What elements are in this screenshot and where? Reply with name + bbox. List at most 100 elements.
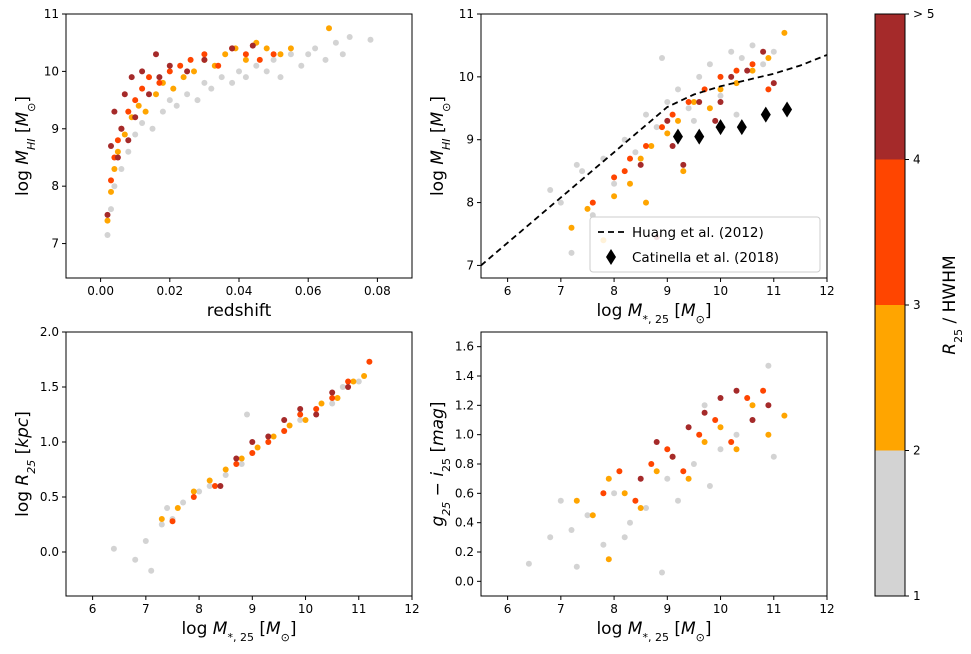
mhi-z-point-s1-20 [277, 51, 284, 58]
mhi-z-point-s0-15 [218, 74, 225, 81]
mhi-mstar-point-s3-2 [664, 117, 671, 124]
mhi-mstar-point-s3-6 [728, 73, 735, 80]
mhi-z-xtick-label-1: 0.02 [156, 284, 183, 298]
mhi-mstar-point-s2-12 [621, 168, 628, 175]
color-mstar-point-s0-18 [765, 362, 772, 369]
mhi-mstar-point-s2-10 [749, 61, 756, 68]
color-mstar-ytick-label-8: 1.6 [455, 340, 474, 354]
color-mstar-point-s2-3 [648, 461, 655, 467]
color-mstar-point-s0-1 [547, 534, 554, 541]
color-mstar-point-s3-0 [637, 475, 644, 482]
mhi-z-point-s1-19 [263, 45, 270, 52]
mhi-z-point-s3-16 [229, 45, 236, 52]
r25-mstar-point-s0-0 [110, 545, 117, 552]
r25-mstar-ytick-label-2: 1.0 [40, 435, 59, 449]
r25-mstar-point-s1-13 [361, 373, 368, 379]
mhi-mstar-catinella-marker-0 [672, 128, 683, 145]
color-mstar-xtick-label-1: 7 [557, 602, 565, 616]
mhi-mstar-point-s0-9 [643, 111, 649, 118]
r25-mstar-xtick-label-2: 8 [195, 602, 203, 616]
mhi-mstar-point-s0-6 [611, 180, 618, 187]
mhi-z-point-s3-11 [153, 51, 159, 58]
mhi-z-point-s3-14 [184, 68, 191, 75]
mhi-z-point-s1-3 [114, 148, 121, 155]
mhi-mstar-point-s0-23 [659, 55, 665, 61]
mhi-z-point-s0-1 [108, 206, 114, 213]
mhi-mstar-xtick-label-4: 10 [713, 284, 728, 298]
color-mstar-point-s3-6 [733, 387, 740, 394]
color-mstar-xtick-label-5: 11 [766, 602, 781, 616]
panel-r25-vs-mstar: 6 7 8 9 10 11 12 0.0 0.5 1.0 1.5 2.0 log M*, 25 [M⊙]… [13, 325, 420, 644]
mhi-z-xlabel: redshift [207, 301, 272, 321]
mhi-z-point-s3-4 [118, 125, 125, 132]
mhi-mstar-point-s0-24 [690, 117, 697, 124]
mhi-z-point-s0-6 [139, 120, 146, 126]
color-mstar-ytick-label-5: 1.0 [455, 428, 474, 442]
mhi-z-point-s2-10 [177, 62, 184, 69]
mhi-mstar-point-s1-7 [664, 130, 671, 137]
mhi-z-point-s2-6 [139, 85, 146, 92]
color-mstar-point-s0-10 [659, 569, 665, 576]
mhi-mstar-point-s1-10 [706, 105, 713, 112]
color-mstar-point-s3-3 [685, 424, 692, 431]
legend-catinella-label: Catinella et al. (2018) [632, 250, 779, 266]
mhi-z-point-s3-2 [111, 108, 118, 115]
r25-mstar-point-s1-11 [334, 395, 341, 401]
r25-mstar-point-s0-16 [329, 400, 336, 407]
mhi-z-point-s0-7 [149, 125, 156, 132]
mhi-mstar-point-s1-6 [648, 143, 655, 149]
color-mstar-point-s1-2 [605, 475, 612, 482]
mhi-z-point-s2-17 [270, 51, 277, 58]
mhi-z-point-s1-7 [142, 108, 149, 115]
mhi-z-point-s2-4 [125, 108, 132, 115]
color-mstar-point-s0-21 [701, 402, 708, 409]
color-mstar-xtick-label-0: 6 [504, 602, 512, 616]
mhi-z-point-s0-14 [208, 85, 215, 92]
r25-mstar-point-s1-8 [286, 422, 293, 429]
r25-mstar-point-s2-10 [345, 378, 352, 385]
mhi-mstar-point-s0-10 [653, 124, 660, 131]
mhi-z-point-s2-0 [108, 177, 114, 184]
mhi-mstar-point-s0-16 [717, 92, 724, 99]
mhi-z-point-s0-30 [346, 34, 353, 40]
mhi-mstar-point-s2-0 [589, 199, 596, 206]
mhi-mstar-point-s1-14 [765, 55, 772, 61]
colorbar-bin-3 [875, 14, 905, 160]
mhi-z-point-s3-3 [114, 154, 121, 161]
r25-mstar-xlabel: log M*, 25 [M⊙] [181, 619, 296, 644]
color-mstar-ytick-label-4: 0.8 [455, 457, 474, 471]
mhi-z-point-s0-16 [229, 79, 236, 86]
mhi-mstar-point-s2-8 [717, 73, 724, 80]
color-mstar-point-s0-9 [643, 505, 649, 511]
r25-mstar-point-s1-2 [190, 488, 197, 495]
r25-mstar-point-s2-1 [190, 494, 197, 500]
mhi-mstar-point-s1-15 [781, 29, 788, 36]
color-mstar-point-s2-10 [760, 387, 767, 394]
color-mstar-point-s1-3 [621, 490, 628, 497]
mhi-z-point-s2-11 [187, 56, 194, 63]
color-mstar-point-s2-0 [600, 490, 607, 497]
color-mstar-xtick-label-6: 12 [819, 602, 834, 616]
color-mstar-point-s0-5 [584, 512, 591, 519]
r25-mstar-point-s2-6 [281, 428, 288, 434]
mhi-mstar-xlabel: log M*, 25 [M⊙] [596, 301, 711, 326]
mhi-mstar-point-s0-19 [749, 42, 756, 49]
color-mstar-point-s0-0 [525, 560, 532, 567]
mhi-mstar-point-s1-5 [637, 155, 644, 162]
mhi-z-point-s1-8 [153, 91, 159, 98]
r25-mstar-point-s1-9 [302, 417, 309, 423]
mhi-z-point-s3-9 [139, 68, 146, 75]
color-mstar-ytick-label-1: 0.2 [455, 545, 474, 559]
color-mstar-point-s0-7 [611, 490, 618, 497]
color-mstar-point-s1-8 [701, 439, 708, 445]
r25-mstar-point-s3-8 [345, 384, 352, 390]
r25-mstar-point-s1-5 [238, 455, 245, 462]
color-mstar-point-s0-20 [621, 534, 628, 541]
r25-mstar-xtick-label-3: 9 [248, 602, 256, 616]
mhi-mstar-point-s1-1 [584, 205, 591, 212]
mhi-mstar-point-s0-25 [733, 111, 740, 118]
mhi-mstar-point-s2-4 [659, 124, 665, 131]
r25-mstar-point-s0-4 [158, 521, 165, 528]
mhi-z-axes-frame [65, 13, 413, 279]
color-mstar-point-s2-9 [744, 395, 751, 401]
